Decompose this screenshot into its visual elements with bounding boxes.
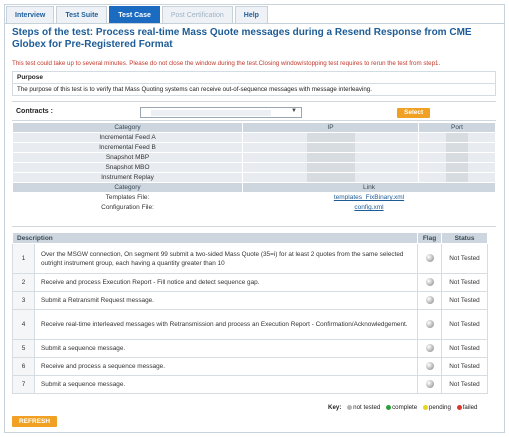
feed-ip xyxy=(242,162,419,173)
column-header: Port xyxy=(418,122,496,133)
step-number: 3 xyxy=(12,291,35,310)
key-item: complete xyxy=(392,404,418,411)
tab-divider xyxy=(4,23,505,24)
feed-ip xyxy=(242,142,419,153)
not-tested-dot-icon xyxy=(347,404,353,410)
file-category: Configuration File: xyxy=(12,202,243,213)
feed-category: Incremental Feed B xyxy=(12,142,243,153)
column-header-description: Description xyxy=(12,232,418,244)
feed-port xyxy=(418,142,496,153)
step-number: 6 xyxy=(12,357,35,376)
table-row: 6 Receive and process a sequence message… xyxy=(12,357,488,376)
contracts-selected-value xyxy=(151,110,271,116)
page-title: Steps of the test: Process real-time Mas… xyxy=(12,27,472,50)
divider xyxy=(12,120,496,121)
feed-ip xyxy=(242,172,419,183)
divider xyxy=(12,226,496,227)
templates-file-link[interactable]: templates_FixBinary.xml xyxy=(333,194,405,201)
key-label: Key: xyxy=(328,404,342,411)
purpose-heading: Purpose xyxy=(13,72,495,84)
flag-icon xyxy=(417,357,442,376)
column-header-flag: Flag xyxy=(417,232,442,244)
step-description: Submit a sequence message. xyxy=(34,339,418,358)
flag-icon xyxy=(417,309,442,340)
feed-port xyxy=(418,162,496,173)
tab-interview[interactable]: Interview xyxy=(6,6,55,23)
key-item: not tested xyxy=(353,404,381,411)
step-number: 1 xyxy=(12,243,35,274)
divider xyxy=(12,101,496,102)
status-key: Key: not tested complete pending failed xyxy=(328,404,477,411)
tab-test-case[interactable]: Test Case xyxy=(109,6,160,23)
step-status: Not Tested xyxy=(441,309,488,340)
purpose-panel: Purpose The purpose of this test is to v… xyxy=(12,71,496,96)
complete-dot-icon xyxy=(386,404,392,410)
feed-category: Incremental Feed A xyxy=(12,132,243,143)
feed-category: Snapshot MBO xyxy=(12,162,243,173)
step-number: 5 xyxy=(12,339,35,358)
column-header-status: Status xyxy=(441,232,488,244)
flag-icon xyxy=(417,243,442,274)
flag-icon xyxy=(417,375,442,394)
feed-ip xyxy=(242,152,419,163)
failed-dot-icon xyxy=(456,404,462,410)
column-header: Category xyxy=(12,122,243,133)
steps-table: Description Flag Status 1 Over the MSGW … xyxy=(12,232,488,394)
column-header: Category xyxy=(12,182,243,193)
window-frame xyxy=(4,4,505,433)
feed-category: Snapshot MBP xyxy=(12,152,243,163)
step-description: Submit a Retransmit Request message. xyxy=(34,291,418,310)
warning-text: This test could take up to several minut… xyxy=(12,60,441,67)
step-number: 4 xyxy=(12,309,35,340)
step-number: 2 xyxy=(12,273,35,292)
feed-port xyxy=(418,132,496,143)
step-description: Receive real-time interleaved messages w… xyxy=(34,309,418,340)
step-status: Not Tested xyxy=(441,339,488,358)
table-row: 7 Submit a sequence message. Not Tested xyxy=(12,375,488,394)
select-button[interactable]: Select xyxy=(397,108,431,118)
config-file-link[interactable]: config.xml xyxy=(354,204,384,211)
feed-ip xyxy=(242,132,419,143)
purpose-text: The purpose of this test is to verify th… xyxy=(17,86,372,93)
table-row: 1 Over the MSGW connection, On segment 9… xyxy=(12,243,488,274)
flag-icon xyxy=(417,273,442,292)
key-item: pending xyxy=(428,404,451,411)
feed-port xyxy=(418,172,496,183)
table-row: 4 Receive real-time interleaved messages… xyxy=(12,309,488,340)
column-header: Link xyxy=(242,182,496,193)
step-status: Not Tested xyxy=(441,357,488,376)
tab-help[interactable]: Help xyxy=(234,6,268,23)
step-status: Not Tested xyxy=(441,273,488,292)
contracts-label: Contracts : xyxy=(16,108,53,115)
tab-test-suite[interactable]: Test Suite xyxy=(56,6,108,23)
refresh-button[interactable]: REFRESH xyxy=(12,416,58,427)
chevron-down-icon: ▼ xyxy=(291,108,297,114)
contracts-select[interactable]: ▼ xyxy=(140,107,302,118)
step-status: Not Tested xyxy=(441,375,488,394)
feed-category: Instrument Replay xyxy=(12,172,243,183)
file-category: Templates File: xyxy=(12,192,243,203)
table-row: 2 Receive and process Execution Report -… xyxy=(12,273,488,292)
pending-dot-icon xyxy=(422,404,428,410)
flag-icon xyxy=(417,291,442,310)
flag-icon xyxy=(417,339,442,358)
tab-bar: Interview Test Suite Test Case Post Cert… xyxy=(6,6,268,23)
column-header: IP xyxy=(242,122,419,133)
tab-post-certification: Post Certification xyxy=(161,6,233,23)
key-item: failed xyxy=(462,404,478,411)
step-description: Receive and process Execution Report - F… xyxy=(34,273,418,292)
feed-port xyxy=(418,152,496,163)
step-description: Receive and process a sequence message. xyxy=(34,357,418,376)
feeds-table: Category IP Port Incremental Feed A Incr… xyxy=(12,122,496,213)
step-number: 7 xyxy=(12,375,35,394)
table-row: 3 Submit a Retransmit Request message. N… xyxy=(12,291,488,310)
step-status: Not Tested xyxy=(441,243,488,274)
step-description: Over the MSGW connection, On segment 99 … xyxy=(34,243,418,274)
table-row: 5 Submit a sequence message. Not Tested xyxy=(12,339,488,358)
step-status: Not Tested xyxy=(441,291,488,310)
step-description: Submit a sequence message. xyxy=(34,375,418,394)
